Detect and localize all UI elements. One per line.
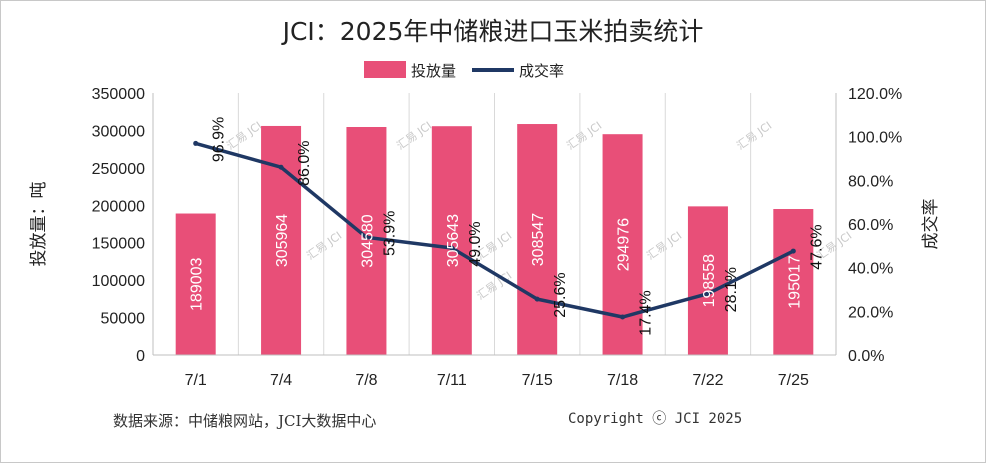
source-note: 数据来源：中储粮网站，JCI大数据中心 — [113, 412, 377, 430]
y2-tick-label: 60.0% — [848, 217, 893, 234]
x-tick-label: 7/18 — [607, 372, 638, 389]
bar-value-label: 305643 — [445, 214, 462, 267]
watermark-logo: 汇易 JCI — [644, 229, 684, 262]
watermark-logo: 汇易 JCI — [564, 119, 604, 152]
y2-tick-label: 120.0% — [848, 86, 902, 103]
rate-point-7/25 — [790, 248, 796, 254]
bar-7/1 — [175, 213, 216, 355]
rate-point-7/11 — [449, 245, 455, 251]
grid-lines — [237, 93, 752, 355]
bar-7/8 — [346, 127, 387, 355]
legend-label-line: 成交率 — [519, 62, 564, 80]
bar-value-label: 189003 — [189, 257, 206, 310]
y-tick-label: 50000 — [101, 311, 146, 328]
rate-value-label: 53.9% — [381, 211, 398, 256]
bar-value-label: 308547 — [530, 213, 547, 266]
bar-series — [175, 124, 814, 356]
x-tick-label: 7/1 — [185, 372, 207, 389]
y-tick-label: 0 — [136, 348, 145, 365]
y-tick-label: 150000 — [92, 236, 145, 253]
rate-value-label: 28.1% — [723, 267, 740, 312]
legend-label-bar: 投放量 — [411, 62, 456, 80]
x-tick-label: 7/25 — [778, 372, 809, 389]
rate-point-7/15 — [534, 296, 540, 302]
y2-tick-label: 40.0% — [848, 261, 893, 278]
y-axis-title: 投放量：吨 — [29, 182, 49, 267]
watermark-logo: 汇易 JCI — [734, 119, 774, 152]
rate-line — [195, 141, 795, 319]
y2-tick-label: 80.0% — [848, 173, 893, 190]
legend-swatch-bar — [364, 61, 406, 78]
x-tick-label: 7/8 — [355, 372, 377, 389]
legend: 投放量 成交率 — [364, 61, 564, 80]
copyright-note: Copyright ⓒ JCI 2025 — [568, 411, 743, 427]
rate-point-7/18 — [620, 314, 626, 320]
rate-value-label: 17.4% — [638, 290, 655, 335]
y2-axis-title: 成交率 — [921, 199, 941, 250]
bar-value-label: 305964 — [274, 214, 291, 267]
x-tick-label: 7/4 — [270, 372, 292, 389]
rate-value-label: 47.6% — [808, 224, 825, 269]
bar-7/25 — [773, 209, 814, 355]
chart-title: JCI：2025年中储粮进口玉米拍卖统计 — [282, 17, 704, 46]
x-tick-label: 7/15 — [522, 372, 553, 389]
y2-tick-label: 0.0% — [848, 348, 884, 365]
bar-7/22 — [687, 206, 728, 355]
rate-value-label: 96.9% — [211, 117, 228, 162]
bar-7/11 — [431, 126, 472, 356]
x-tick-label: 7/11 — [437, 372, 467, 389]
x-tick-label: 7/22 — [692, 372, 723, 389]
line-series — [193, 140, 796, 320]
axes: 0 50000 100000 150000 200000 250000 300000 3500… — [29, 86, 941, 389]
watermark-logo: 汇易 JCI — [394, 119, 434, 152]
rate-value-label: 86.0% — [296, 141, 313, 186]
rate-point-7/4 — [278, 164, 284, 170]
rate-value-label: 49.0% — [467, 221, 484, 266]
bar-7/15 — [517, 124, 558, 355]
y-tick-label: 350000 — [92, 86, 145, 103]
y-tick-label: 200000 — [92, 198, 145, 215]
bar-value-label: 198558 — [701, 254, 718, 307]
y-tick-label: 100000 — [92, 273, 145, 290]
y2-tick-label: 100.0% — [848, 130, 902, 147]
rate-point-7/8 — [363, 234, 369, 240]
y-tick-label: 300000 — [92, 123, 145, 140]
watermark-logo: 汇易 JCI — [224, 119, 264, 152]
rate-point-7/22 — [705, 291, 711, 297]
bar-value-label: 294976 — [616, 218, 633, 271]
bar-value-label: 195017 — [786, 255, 803, 308]
bar-value-label: 304580 — [359, 214, 376, 267]
data-labels: 189003 305964 304580 305643 308547 294976 1985… — [189, 117, 826, 336]
rate-point-7/1 — [193, 140, 199, 146]
y2-tick-label: 20.0% — [848, 304, 893, 321]
rate-value-label: 25.6% — [552, 272, 569, 317]
y-tick-label: 250000 — [92, 161, 145, 178]
